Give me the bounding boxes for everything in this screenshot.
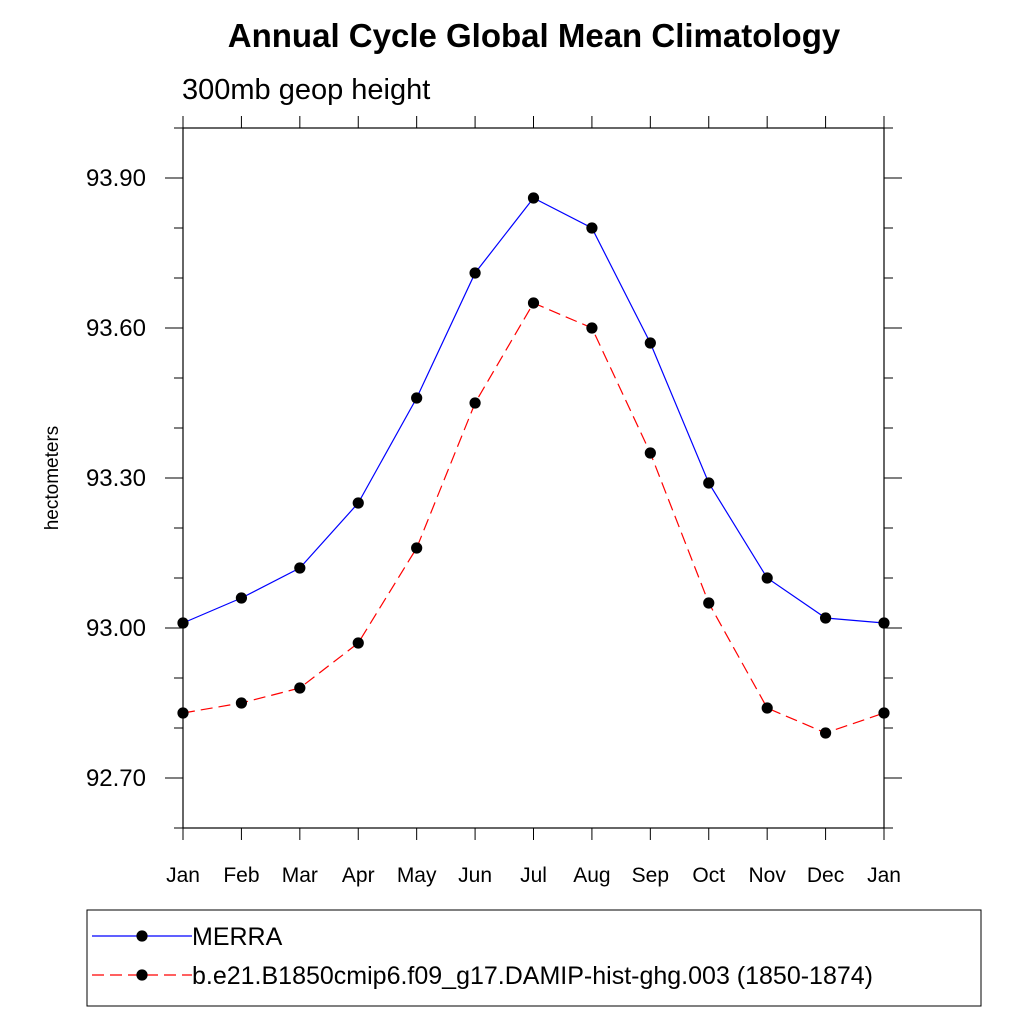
data-point — [761, 702, 773, 714]
series-line-2 — [182, 302, 885, 734]
y-tick-label: 93.30 — [86, 465, 146, 492]
x-tick-label: Nov — [748, 864, 786, 887]
data-point — [644, 337, 656, 349]
legend-marker-1 — [136, 930, 148, 942]
data-point — [352, 637, 364, 649]
data-point — [469, 267, 481, 279]
y-major-ticks — [165, 177, 902, 779]
data-point — [527, 297, 540, 309]
data-point — [294, 562, 306, 574]
data-point — [177, 617, 189, 629]
data-point — [294, 682, 306, 694]
x-ticks — [182, 116, 885, 840]
data-point — [469, 397, 481, 409]
x-tick-label: Feb — [223, 864, 259, 887]
x-tick-label: Dec — [807, 864, 844, 887]
data-point — [352, 497, 364, 509]
x-tick-label: Apr — [342, 864, 375, 887]
x-tick-label: Sep — [632, 864, 669, 887]
data-point — [235, 697, 248, 709]
data-point — [411, 542, 423, 554]
x-tick-label: Mar — [282, 864, 318, 887]
y-tick-label: 93.60 — [86, 315, 146, 342]
x-tick-label: Jun — [458, 864, 492, 887]
legend-box — [86, 909, 982, 1007]
series-lines — [182, 197, 885, 734]
data-point — [878, 707, 890, 719]
y-tick-label: 92.70 — [86, 765, 146, 792]
legend-marker-2 — [136, 969, 148, 981]
y-axis-label: hectometers — [42, 426, 63, 531]
data-point — [703, 477, 715, 489]
legend-label-1: MERRA — [192, 923, 283, 951]
x-tick-label: Jul — [520, 864, 547, 887]
series-line-1 — [182, 197, 885, 624]
data-point — [586, 222, 598, 234]
x-tick-label: Aug — [573, 864, 610, 887]
data-point — [177, 707, 189, 719]
data-point — [411, 392, 423, 404]
x-tick-label: Jan — [166, 864, 200, 887]
x-tick-label: Oct — [692, 864, 725, 887]
data-point — [819, 612, 832, 624]
chart-title: Annual Cycle Global Mean Climatology — [228, 17, 841, 54]
legend-label-2: b.e21.B1850cmip6.f09_g17.DAMIP-hist-ghg.… — [192, 962, 873, 990]
data-point — [761, 572, 773, 584]
data-point — [586, 322, 598, 334]
data-point — [819, 727, 832, 739]
data-point — [878, 617, 890, 629]
plot-frame — [182, 127, 885, 829]
x-tick-label: Jan — [867, 864, 901, 887]
data-point — [703, 597, 715, 609]
x-tick-label: May — [397, 864, 437, 887]
y-tick-label: 93.00 — [86, 615, 146, 642]
data-point — [235, 592, 248, 604]
x-tick-labels: Jan Feb Mar Apr May Jun Jul Aug Sep Oct Nov Dec Jan — [166, 864, 901, 887]
series-markers — [177, 192, 890, 739]
data-point — [527, 192, 540, 204]
y-tick-labels: 93.90 93.60 93.30 93.00 92.70 — [86, 165, 146, 792]
y-minor-ticks — [174, 127, 893, 829]
chart-subtitle: 300mb geop height — [182, 74, 430, 106]
data-point — [644, 447, 656, 459]
legend: MERRA b.e21.B1850cmip6.f09_g17.DAMIP-hist… — [92, 923, 873, 990]
y-tick-label: 93.90 — [86, 165, 146, 192]
